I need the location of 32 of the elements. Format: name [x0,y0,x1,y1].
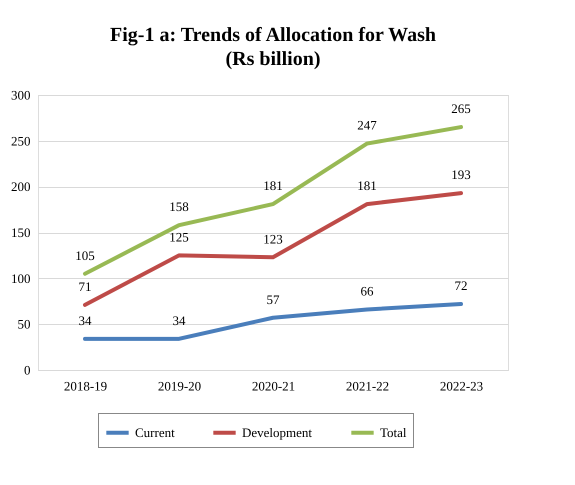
y-tick-label: 150 [11,225,30,240]
data-label: 57 [266,292,280,307]
legend-label: Development [242,424,312,440]
y-tick-label: 200 [11,179,30,194]
legend-label: Total [380,424,407,440]
chart-title: Fig-1 a: Trends of Allocation for Wash [110,24,436,46]
x-tick-label: 2018-19 [64,378,108,394]
data-label: 158 [169,199,189,214]
x-tick-label: 2021-22 [346,378,390,394]
y-tick-label: 300 [11,88,30,102]
chart-subtitle: (Rs billion) [225,48,321,70]
data-label: 265 [451,101,471,116]
data-label: 247 [357,118,378,133]
data-label: 72 [454,278,468,293]
y-tick-label: 250 [11,133,30,148]
y-tick-label: 0 [24,362,30,378]
x-tick-label: 2020-21 [252,378,296,394]
y-tick-label: 50 [18,316,30,332]
y-tick-label: 100 [11,270,30,286]
data-label: 181 [357,178,377,194]
x-tick-label: 2022-23 [440,378,484,394]
data-label: 181 [263,178,283,194]
x-tick-label: 2019-20 [158,378,202,394]
legend-label: Current [135,424,176,440]
data-label: 125 [169,229,189,244]
data-label: 123 [263,231,283,246]
data-label: 66 [360,284,374,298]
data-label: 71 [78,278,92,294]
data-label: 105 [75,248,95,263]
data-label: 34 [172,312,186,328]
data-label: 34 [78,312,92,328]
data-label: 193 [451,167,471,182]
